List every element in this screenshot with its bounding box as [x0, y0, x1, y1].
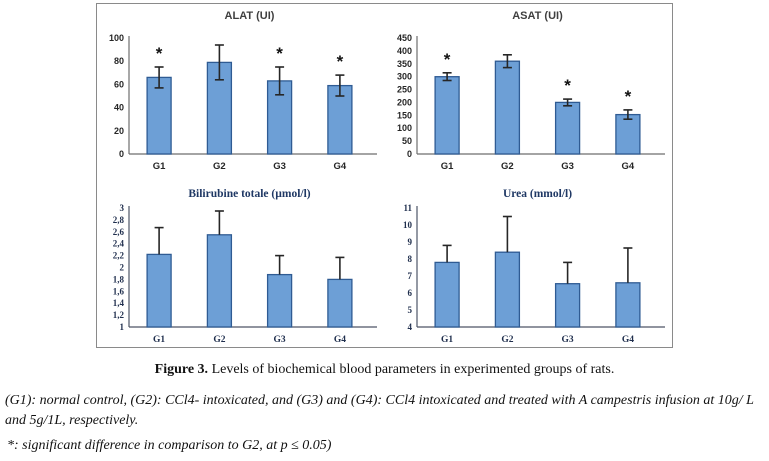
bar-G4: [327, 278, 353, 328]
y-tick-label: 8: [407, 254, 412, 264]
y-tick-label: 2,6: [113, 227, 125, 237]
y-tick-label: 350: [396, 59, 411, 69]
significance-asterisk: *: [564, 76, 571, 95]
chart-title: ASAT (UI): [512, 10, 563, 22]
y-tick-label: 250: [396, 85, 411, 95]
y-tick-label: 20: [114, 126, 124, 136]
y-tick-label: 400: [396, 46, 411, 56]
y-tick-label: 1: [120, 322, 125, 332]
x-category-label: G2: [213, 335, 225, 345]
bar-G4: [614, 282, 641, 328]
chart-alat: ALAT (UI) 0 20 40 60 80 100 * G1 G2 * G3 * G4: [97, 4, 385, 182]
x-category-label: G1: [441, 335, 453, 345]
chart-title: Urea (mmol/l): [502, 188, 571, 200]
y-tick-label: 450: [396, 33, 411, 43]
x-category-label: G2: [213, 161, 226, 172]
bar-G2: [494, 251, 520, 328]
y-tick-label: 7: [407, 271, 412, 281]
groups-note: (G1): normal control, (G2): CCl4- intoxi…: [5, 393, 754, 428]
chart-title: Bilirubine totale (µmol/l): [188, 188, 310, 200]
figure-caption-text: Levels of biochemical blood parameters i…: [208, 362, 615, 377]
y-tick-label: 10: [403, 220, 413, 230]
chart-title: ALAT (UI): [225, 10, 275, 22]
y-tick-label: 3: [120, 203, 125, 213]
y-tick-label: 1,8: [113, 274, 125, 284]
y-tick-label: 60: [114, 79, 124, 89]
x-category-label: G2: [501, 161, 514, 172]
x-category-label: G4: [621, 335, 633, 345]
y-tick-label: 40: [114, 103, 124, 113]
bar-chart-svg: Bilirubine totale (µmol/l)11,21,41,61,82…: [113, 188, 377, 345]
x-category-label: G4: [334, 335, 346, 345]
bar-G2: [206, 234, 233, 328]
y-tick-label: 80: [114, 56, 124, 66]
chart-bilirubine: Bilirubine totale (µmol/l) 1 1,2 1,4 1,6 1,8 2…: [97, 182, 385, 347]
y-tick-label: 50: [401, 136, 411, 146]
y-tick-label: 0: [119, 149, 124, 159]
significance-note: *: significant difference in comparison …: [7, 438, 332, 453]
chart-urea: Urea (mmol/l) 4 5 6 7 8 9 10 11 G1 G2 G3 G4: [385, 182, 673, 347]
bar-chart-svg: ASAT (UI) 0 50 100 150 200 250 300 350 400 450 * G1 G…: [396, 10, 665, 172]
significance-asterisk: *: [337, 52, 344, 71]
x-category-label: G2: [501, 335, 513, 345]
chart-asat: ASAT (UI) 0 50 100 150 200 250 300 350 400 450 * G1 G…: [385, 4, 673, 182]
figure-caption: Figure 3. Levels of biochemical blood pa…: [0, 362, 769, 378]
figure-panel: ALAT (UI) 0 20 40 60 80 100 * G1 G2 * G3 * G4 ASAT (U…: [96, 3, 673, 348]
bar-G1: [146, 253, 172, 328]
y-tick-label: 200: [396, 97, 411, 107]
y-tick-label: 2: [120, 263, 125, 273]
bar-G3: [266, 273, 293, 328]
x-category-label: G3: [561, 335, 573, 345]
x-category-label: G1: [153, 335, 165, 345]
bar-G3: [554, 283, 580, 328]
y-tick-label: 6: [407, 288, 412, 298]
y-tick-label: 5: [407, 305, 412, 315]
figure-label: Figure 3.: [154, 362, 209, 377]
x-category-label: G3: [273, 161, 286, 172]
significance-asterisk: *: [156, 44, 163, 63]
y-tick-label: 300: [396, 72, 411, 82]
x-category-label: G1: [440, 161, 453, 172]
significance-asterisk: *: [276, 44, 283, 63]
y-tick-label: 2,4: [113, 239, 125, 249]
x-category-label: G3: [274, 335, 286, 345]
x-category-label: G1: [153, 161, 166, 172]
x-category-label: G4: [621, 161, 634, 172]
y-tick-label: 9: [407, 237, 412, 247]
y-tick-label: 0: [406, 149, 411, 159]
significance-asterisk: *: [624, 87, 631, 106]
y-tick-label: 2,2: [113, 251, 125, 261]
y-tick-label: 100: [396, 123, 411, 133]
bar-G1: [433, 261, 460, 328]
y-tick-label: 1,2: [113, 310, 125, 320]
y-tick-label: 150: [396, 110, 411, 120]
bar-G2: [494, 60, 520, 155]
significance-asterisk: *: [443, 50, 450, 69]
bar-G4: [327, 84, 353, 155]
y-tick-label: 1,6: [113, 286, 125, 296]
bar-chart-svg: Urea (mmol/l) 4 5 6 7 8 9 10 11 G1 G2 G3 G4: [403, 188, 665, 345]
bar-G3: [554, 101, 580, 155]
y-tick-label: 1,4: [113, 298, 125, 308]
x-category-label: G3: [561, 161, 574, 172]
y-tick-label: 2,8: [113, 215, 125, 225]
bar-G1: [146, 76, 172, 155]
y-tick-label: 100: [109, 33, 124, 43]
x-category-label: G4: [334, 161, 347, 172]
bar-G1: [433, 76, 460, 155]
bar-G4: [614, 113, 641, 155]
y-tick-label: 11: [403, 203, 412, 213]
bar-chart-svg: ALAT (UI) 0 20 40 60 80 100 * G1 G2 * G3 * G4: [109, 10, 377, 172]
y-tick-label: 4: [407, 322, 412, 332]
